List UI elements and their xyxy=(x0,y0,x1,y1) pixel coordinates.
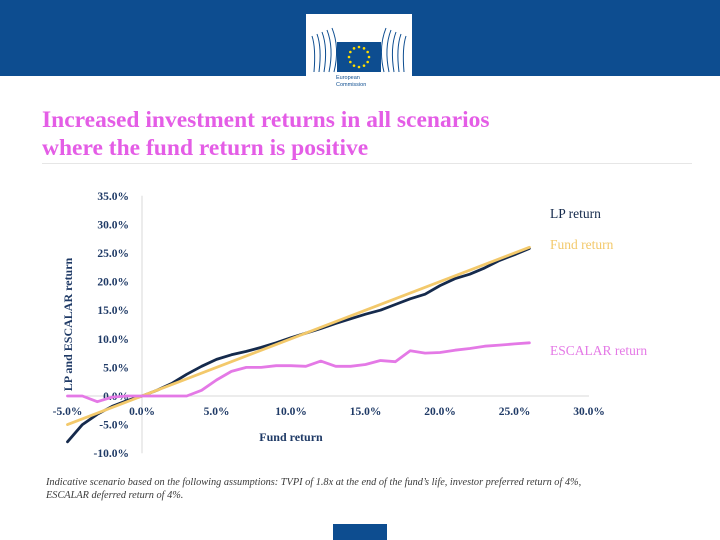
y-tick-label: -5.0% xyxy=(99,420,129,432)
y-tick-label: 5.0% xyxy=(103,362,129,374)
x-tick-label: 0.0% xyxy=(129,406,155,418)
x-tick-label: 25.0% xyxy=(499,406,531,418)
y-tick-label: 35.0% xyxy=(97,191,129,203)
legend-label-lp-return: LP return xyxy=(550,206,601,221)
eu-star xyxy=(357,65,361,69)
x-axis-title: Fund return xyxy=(259,430,323,444)
page-title: Increased investment returns in all scen… xyxy=(42,106,702,162)
x-tick-label: 20.0% xyxy=(424,406,456,418)
y-tick-label: 25.0% xyxy=(97,248,129,260)
commission-logo xyxy=(306,14,412,96)
y-axis-title: LP and ESCALAR return xyxy=(61,257,75,391)
eu-star xyxy=(352,47,356,50)
x-tick-label: 10.0% xyxy=(275,406,307,418)
legend-label-fund-return: Fund return xyxy=(550,237,614,252)
y-tick-label: 15.0% xyxy=(97,305,129,317)
y-tick-label: 20.0% xyxy=(97,277,129,289)
eu-star xyxy=(349,50,352,54)
logo-text-line1: European xyxy=(336,75,360,81)
footnote-line-2: ESCALAR deferred return of 4%. xyxy=(46,490,184,501)
logo-text-line2: Commission xyxy=(336,82,367,88)
eu-star xyxy=(367,55,371,59)
eu-star xyxy=(352,64,356,67)
eu-star xyxy=(349,60,352,64)
title-line-2: where the fund return is positive xyxy=(42,135,369,161)
y-tick-label: 30.0% xyxy=(97,219,129,231)
title-divider xyxy=(42,163,692,164)
eu-star xyxy=(357,45,361,49)
footnote-line-1: Indicative scenario based on the followi… xyxy=(46,477,582,488)
eu-star xyxy=(366,50,369,54)
commission-logo-text: European Commission xyxy=(336,75,366,89)
series-line-fund-return xyxy=(66,245,531,427)
footnote: Indicative scenario based on the followi… xyxy=(46,476,686,502)
y-tick-label: -10.0% xyxy=(94,448,129,460)
title-line-1: Increased investment returns in all scen… xyxy=(42,107,490,133)
eu-star xyxy=(362,64,366,67)
series-line-escalar-return xyxy=(66,341,531,404)
x-tick-label: 5.0% xyxy=(204,406,230,418)
legend-label-escalar-return: ESCALAR return xyxy=(550,343,647,358)
x-tick-label: -5.0% xyxy=(53,406,83,418)
commission-logo-icon xyxy=(311,27,407,73)
y-tick-label: 10.0% xyxy=(97,334,129,346)
eu-star xyxy=(362,47,366,50)
bottom-flag-bar xyxy=(333,524,387,540)
x-tick-label: 15.0% xyxy=(350,406,382,418)
eu-star xyxy=(366,60,369,64)
x-tick-label: 30.0% xyxy=(573,406,605,418)
eu-star xyxy=(347,55,351,59)
